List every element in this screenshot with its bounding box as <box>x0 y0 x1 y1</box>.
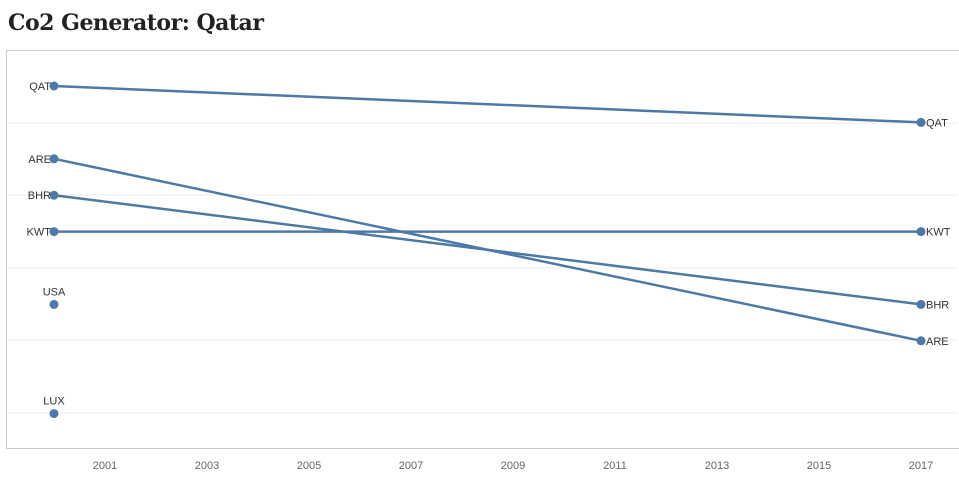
x-tick-label: 2011 <box>603 460 627 472</box>
x-tick-label: 2015 <box>807 460 831 472</box>
data-point-qat[interactable] <box>49 81 59 91</box>
series-label-are: ARE <box>28 154 51 166</box>
series-label-qat: QAT <box>926 117 948 129</box>
series-points <box>49 81 926 419</box>
x-tick-label: 2017 <box>909 460 933 472</box>
x-axis-ticks: 2001 2003 2005 2007 2009 2011 2013 2015 2017 <box>93 460 933 472</box>
data-point-usa[interactable] <box>49 299 59 309</box>
series-label-kwt: KWT <box>27 227 52 239</box>
series-labels: QAT QAT ARE ARE BHR BHR KWT KWT USA LUX <box>27 81 951 408</box>
data-point-lux[interactable] <box>49 409 59 419</box>
gridlines <box>7 122 958 414</box>
series-line-bhr <box>53 193 922 306</box>
data-point-kwt[interactable] <box>49 227 59 237</box>
x-tick-label: 2013 <box>705 460 729 472</box>
series-label-usa: USA <box>43 286 66 298</box>
series-lines <box>53 84 922 343</box>
x-tick-label: 2007 <box>399 460 423 472</box>
data-point-are[interactable] <box>49 154 59 164</box>
x-tick-label: 2003 <box>195 460 219 472</box>
series-label-bhr: BHR <box>926 299 949 311</box>
series-label-kwt: KWT <box>926 227 951 239</box>
data-point-are[interactable] <box>916 336 926 346</box>
series-line-qat <box>53 84 922 124</box>
data-point-bhr[interactable] <box>49 190 59 200</box>
chart-title: Co2 Generator: Qatar <box>8 10 264 36</box>
data-point-bhr[interactable] <box>916 299 926 309</box>
x-tick-label: 2009 <box>501 460 525 472</box>
series-label-are: ARE <box>926 336 949 348</box>
series-label-bhr: BHR <box>28 190 51 202</box>
data-point-qat[interactable] <box>916 117 926 127</box>
series-label-lux: LUX <box>43 396 65 408</box>
plot-area <box>6 50 959 449</box>
x-tick-label: 2005 <box>297 460 321 472</box>
data-point-kwt[interactable] <box>916 227 926 237</box>
x-tick-label: 2001 <box>93 460 117 472</box>
series-label-qat: QAT <box>29 81 51 93</box>
